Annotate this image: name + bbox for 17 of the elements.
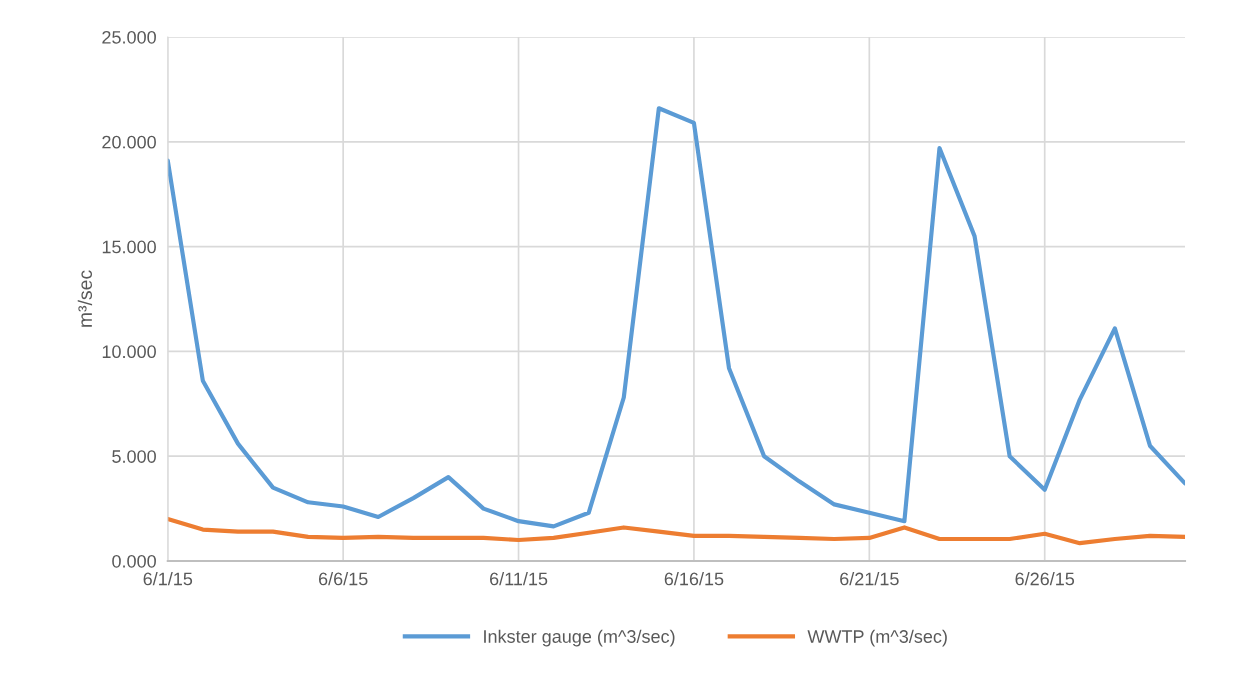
legend-label: WWTP (m^3/sec)	[807, 629, 947, 647]
line-series	[167, 106, 1186, 529]
y-tick-label: 25.000	[102, 30, 156, 44]
x-tick-label: 6/21/15	[840, 572, 899, 586]
x-tick-label: 6/11/15	[490, 572, 548, 586]
y-tick-label: 10.000	[102, 345, 156, 359]
x-tick-label: 6/1/15	[143, 572, 193, 586]
x-tick-label: 6/16/15	[664, 572, 724, 586]
x-tick-label: 6/26/15	[1015, 572, 1075, 586]
x-tick-label: 6/6/15	[318, 572, 368, 586]
y-tick-label: 0.000	[112, 554, 156, 568]
y-axis-title: m³/sec	[77, 270, 93, 327]
y-tick-label: 20.000	[102, 135, 156, 149]
y-tick-label: 15.000	[102, 240, 156, 254]
legend-label: Inkster gauge (m^3/sec)	[484, 629, 675, 647]
y-tick-label: 5.000	[112, 450, 156, 463]
line-series	[167, 516, 1186, 546]
